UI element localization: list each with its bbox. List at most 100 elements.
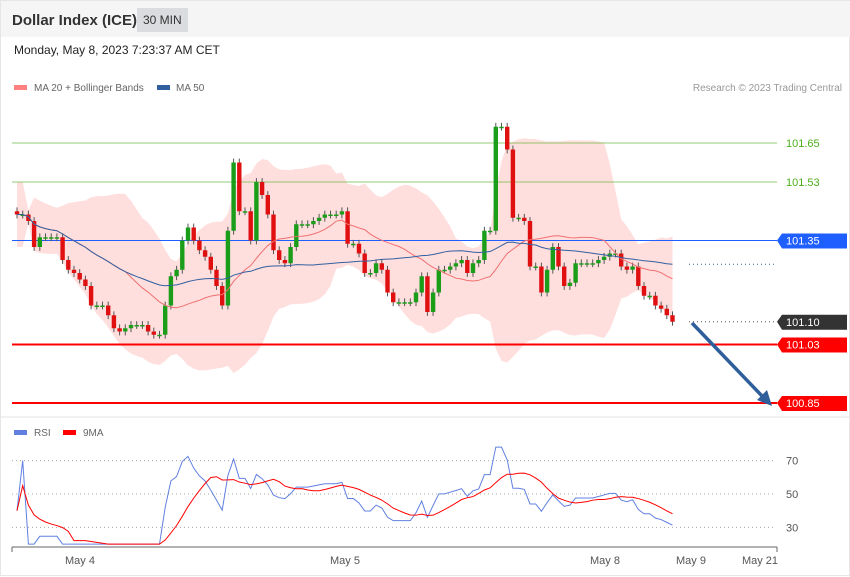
ma50-legend: MA 50: [176, 83, 205, 94]
candle: [214, 265, 219, 290]
ma20-legend-swatch: [14, 85, 27, 90]
candle: [117, 324, 122, 336]
candle: [334, 210, 339, 219]
bollinger-band: [17, 138, 673, 374]
level-tag: [777, 233, 847, 249]
candle-body: [168, 276, 174, 306]
candle-body: [430, 292, 436, 312]
candle: [533, 262, 538, 271]
candle: [391, 288, 396, 307]
candle-body: [596, 260, 601, 264]
x-tick-label: May 8: [590, 555, 620, 567]
level-resistance: 101.53: [12, 177, 820, 189]
candle: [71, 265, 77, 277]
candle-body: [94, 305, 99, 307]
timeframe-button[interactable]: 30 MIN: [137, 8, 188, 32]
rsi-legend-swatch: [14, 430, 27, 435]
candle-body: [288, 247, 293, 264]
candle-body: [579, 263, 584, 265]
x-tick-label: May 9: [676, 555, 706, 567]
candle: [493, 122, 498, 235]
candle-body: [590, 263, 595, 265]
instrument-title: Dollar Index (ICE): [12, 12, 138, 29]
candle: [49, 233, 54, 242]
candle: [311, 217, 316, 229]
candle: [100, 301, 105, 310]
candle-body: [470, 263, 476, 273]
candle-body: [408, 302, 413, 304]
rsi-legend: RSI: [34, 428, 51, 439]
candle-body: [624, 266, 630, 270]
candle-body: [562, 266, 567, 286]
header: Dollar Index (ICE) 30 MIN: [1, 1, 850, 37]
candle: [505, 122, 510, 154]
candle-body: [636, 266, 641, 286]
candle-body: [391, 292, 396, 303]
candle-body: [191, 227, 196, 241]
ma20-legend: MA 20 + Bollinger Bands: [34, 83, 144, 94]
level-tag: [777, 314, 847, 330]
candle-body: [208, 256, 213, 270]
candle: [60, 233, 65, 264]
candle: [448, 262, 453, 274]
candle-body: [49, 237, 54, 239]
candle-body: [613, 253, 618, 255]
candle: [670, 311, 675, 326]
candle: [88, 282, 94, 310]
candle: [373, 259, 379, 277]
rsi-ma-line: [16, 472, 673, 545]
candle-body: [174, 269, 179, 277]
candle-body: [265, 195, 270, 215]
candle-body: [214, 269, 219, 286]
candle: [197, 236, 202, 255]
candle-body: [185, 227, 191, 241]
candle: [487, 226, 493, 235]
candle-body: [151, 331, 156, 335]
x-tick-label: May 5: [330, 555, 360, 567]
candle-body: [425, 276, 430, 312]
candle-body: [527, 221, 533, 267]
candle-body: [653, 295, 658, 306]
candle-body: [106, 305, 111, 316]
candle: [328, 210, 333, 219]
candle: [37, 233, 42, 251]
candle: [408, 298, 413, 307]
candle: [140, 321, 145, 329]
level-label: 101.53: [786, 177, 820, 189]
candle-body: [248, 211, 253, 241]
candle: [413, 288, 419, 307]
candle: [584, 259, 590, 268]
candle-body: [26, 214, 31, 221]
candle: [305, 220, 310, 229]
candle-body: [419, 276, 424, 293]
candle: [556, 243, 561, 271]
candle: [54, 233, 60, 242]
candle: [77, 269, 82, 284]
candle-body: [100, 305, 105, 307]
candle: [31, 217, 37, 251]
candle: [351, 239, 356, 248]
candle-body: [31, 221, 37, 247]
candle-body: [54, 237, 60, 239]
candle: [362, 249, 367, 277]
candle-body: [225, 230, 231, 306]
candle-body: [140, 325, 145, 327]
candle-body: [351, 243, 356, 246]
candle: [282, 256, 288, 268]
candle-body: [448, 266, 453, 270]
x-tick-label: May 21: [742, 555, 778, 567]
candle-body: [641, 286, 647, 296]
candle: [106, 301, 111, 320]
candle: [459, 256, 464, 268]
candle-body: [128, 325, 134, 329]
candle: [265, 191, 270, 219]
candle: [259, 178, 265, 199]
candle-body: [111, 315, 117, 329]
candle-body: [368, 273, 373, 275]
candle: [567, 278, 573, 290]
candle: [396, 298, 402, 307]
candle-body: [476, 260, 481, 264]
candle: [522, 213, 527, 225]
candle-body: [550, 247, 555, 270]
